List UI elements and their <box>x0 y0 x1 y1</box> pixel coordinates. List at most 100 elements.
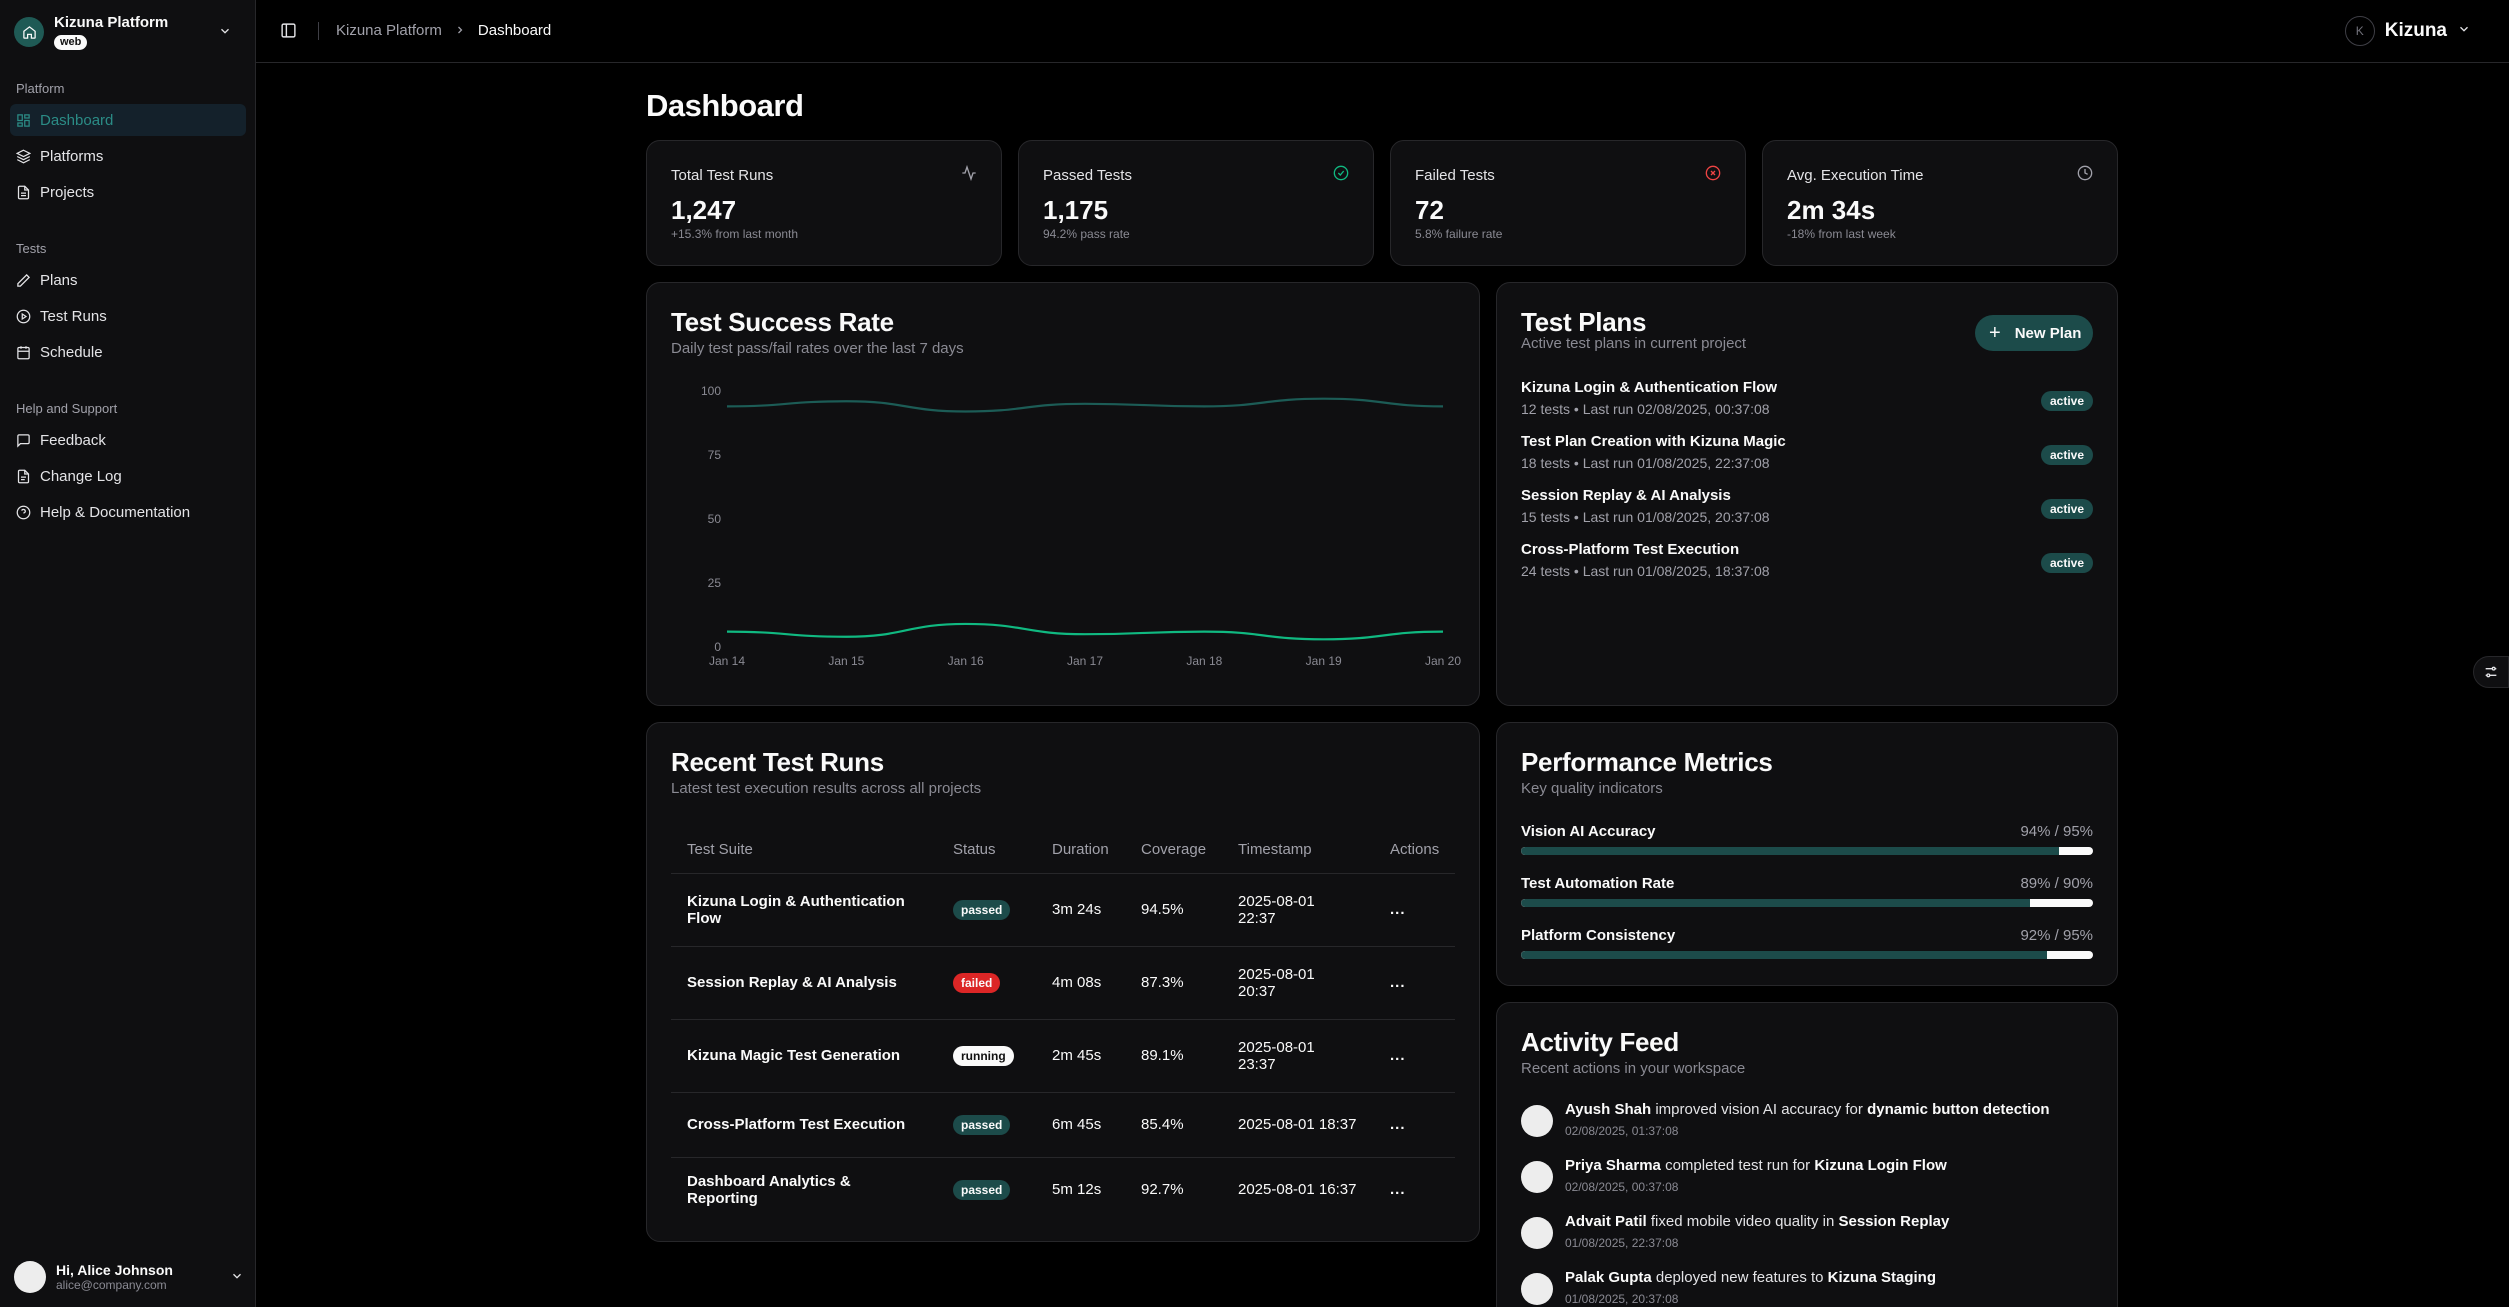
activity-target: Session Replay <box>1838 1213 1950 1230</box>
status-badge: active <box>2040 499 2093 519</box>
suite-name: Session Replay & AI Analysis <box>671 946 937 1020</box>
stat-card-passed: Passed Tests 1,175 94.2% pass rate <box>1018 140 1374 266</box>
breadcrumb-current: Dashboard <box>477 22 552 39</box>
sidebar-item-change-log[interactable]: Change Log <box>10 460 246 492</box>
account-switcher[interactable]: K Kizuna <box>2344 16 2471 46</box>
sidebar-item-plans[interactable]: Plans <box>10 264 246 296</box>
sidebar-item-feedback[interactable]: Feedback <box>10 424 246 456</box>
plan-item[interactable]: Kizuna Login & Authentication Flow 12 te… <box>1521 379 2093 427</box>
avatar <box>1521 1217 1553 1249</box>
plan-item[interactable]: Cross-Platform Test Execution 24 tests •… <box>1521 541 2093 589</box>
button-label: New Plan <box>2014 324 2082 342</box>
activity-action: improved vision AI accuracy for <box>1655 1101 1863 1118</box>
recent-runs-card: Recent Test Runs Latest test execution r… <box>646 722 1480 1242</box>
progress-bar <box>1521 899 2093 907</box>
sidebar-item-platforms[interactable]: Platforms <box>10 140 246 172</box>
user-menu[interactable]: Hi, Alice Johnson alice@company.com <box>14 1257 246 1297</box>
top-bar: Kizuna Platform Dashboard K Kizuna <box>256 0 2509 63</box>
activity-item: Ayush Shah improved vision AI accuracy f… <box>1521 1101 2093 1149</box>
metric-name: Test Automation Rate <box>1521 875 1675 892</box>
plan-item[interactable]: Session Replay & AI Analysis 15 tests • … <box>1521 487 2093 535</box>
sidebar: Kizuna Platform web Platform Dashboard P… <box>0 0 256 1307</box>
account-name: Kizuna <box>2384 20 2447 41</box>
sidebar-item-schedule[interactable]: Schedule <box>10 336 246 368</box>
table-row[interactable]: Session Replay & AI Analysis failed 4m 0… <box>671 946 1455 1020</box>
workspace-switcher[interactable]: Kizuna Platform web <box>14 14 246 50</box>
plan-meta: 12 tests • Last run 02/08/2025, 00:37:08 <box>1521 401 1770 417</box>
sidebar-toggle-icon[interactable] <box>280 22 297 44</box>
sidebar-item-projects[interactable]: Projects <box>10 176 246 208</box>
suite-name: Kizuna Login & Authentication Flow <box>671 873 937 947</box>
column-header[interactable]: Status <box>937 827 1036 874</box>
message-icon <box>17 433 30 448</box>
divider <box>318 22 319 40</box>
status-badge: active <box>2040 391 2093 411</box>
more-actions-icon[interactable]: ... <box>1390 1181 1406 1199</box>
card-title: Recent Test Runs <box>671 747 884 777</box>
customize-panel-button[interactable] <box>2473 656 2509 688</box>
column-header[interactable]: Duration <box>1036 827 1125 874</box>
column-header[interactable]: Test Suite <box>671 827 937 874</box>
play-circle-icon <box>16 309 31 323</box>
sliders-icon <box>2485 666 2497 678</box>
avatar <box>1521 1273 1553 1305</box>
help-circle-icon <box>16 505 31 519</box>
file-text-icon <box>17 469 30 483</box>
dashboard-icon <box>17 113 30 127</box>
sidebar-item-label: Feedback <box>40 431 106 449</box>
x-tick-label: Jan 14 <box>709 654 745 668</box>
stat-subtext: -18% from last week <box>1787 227 1896 241</box>
more-actions-icon[interactable]: ... <box>1374 946 1455 1020</box>
duration-cell: 6m 45s <box>1036 1092 1125 1158</box>
table-row[interactable]: Kizuna Login & Authentication Flow passe… <box>671 873 1455 947</box>
new-plan-button[interactable]: + New Plan <box>1975 315 2093 351</box>
more-actions-icon[interactable]: ... <box>1374 1092 1455 1158</box>
activity-user: Palak Gupta <box>1565 1269 1652 1286</box>
progress-bar <box>1521 847 2093 855</box>
pencil-icon <box>17 273 31 287</box>
sidebar-item-help[interactable]: Help & Documentation <box>10 496 246 528</box>
clock-icon <box>2077 165 2093 186</box>
activity-action: fixed mobile video quality in <box>1650 1213 1835 1230</box>
table-row[interactable]: Kizuna Magic Test Generation running 2m … <box>671 1019 1455 1093</box>
stat-value: 72 <box>1415 195 1444 225</box>
user-name: Hi, Alice Johnson <box>56 1262 173 1278</box>
status-badge: passed <box>953 899 1011 920</box>
metric-name: Vision AI Accuracy <box>1521 823 1656 840</box>
sidebar-item-label: Plans <box>40 271 78 289</box>
sidebar-item-dashboard[interactable]: Dashboard <box>10 104 246 136</box>
sidebar-item-label: Dashboard <box>40 111 114 129</box>
stat-title: Passed Tests <box>1043 167 1132 184</box>
column-header[interactable]: Coverage <box>1125 827 1222 874</box>
breadcrumb-link[interactable]: Kizuna Platform <box>336 22 442 39</box>
stat-title: Avg. Execution Time <box>1787 167 1924 184</box>
card-subtitle: Recent actions in your workspace <box>1521 1060 1746 1077</box>
progress-bar <box>1521 951 2093 959</box>
y-tick-label: 75 <box>708 448 722 462</box>
sidebar-item-test-runs[interactable]: Test Runs <box>10 300 246 332</box>
plan-name: Session Replay & AI Analysis <box>1521 487 1731 504</box>
chevron-right-icon <box>454 23 466 39</box>
status-cell: passed <box>937 1092 1036 1158</box>
column-header[interactable]: Timestamp <box>1222 827 1374 874</box>
plan-meta: 15 tests • Last run 01/08/2025, 20:37:08 <box>1521 509 1770 525</box>
more-actions-icon[interactable]: ... <box>1374 1019 1455 1093</box>
table-row[interactable]: Cross-Platform Test Execution passed 6m … <box>671 1092 1455 1158</box>
table-row[interactable]: Dashboard Analytics & Reporting passed 5… <box>671 1157 1455 1222</box>
coverage-cell: 89.1% <box>1125 1019 1222 1093</box>
metric-row: Test Automation Rate 89% / 90% <box>1521 875 2093 915</box>
coverage-cell: 92.7% <box>1141 1181 1184 1199</box>
account-avatar: K <box>2344 16 2375 46</box>
activity-text: Advait Patil fixed mobile video quality … <box>1565 1213 1949 1230</box>
stat-card-total-runs: Total Test Runs 1,247 +15.3% from last m… <box>646 140 1002 266</box>
stat-card-failed: Failed Tests 72 5.8% failure rate <box>1390 140 1746 266</box>
plan-name: Test Plan Creation with Kizuna Magic <box>1521 433 1786 450</box>
plan-item[interactable]: Test Plan Creation with Kizuna Magic 18 … <box>1521 433 2093 481</box>
calendar-icon <box>17 345 30 359</box>
sidebar-item-label: Change Log <box>40 467 122 485</box>
duration-cell: 4m 08s <box>1036 946 1125 1020</box>
chevron-down-icon <box>218 24 232 43</box>
card-title: Activity Feed <box>1521 1027 1679 1057</box>
more-actions-icon[interactable]: ... <box>1374 873 1455 947</box>
platform-badge: web <box>54 35 88 50</box>
